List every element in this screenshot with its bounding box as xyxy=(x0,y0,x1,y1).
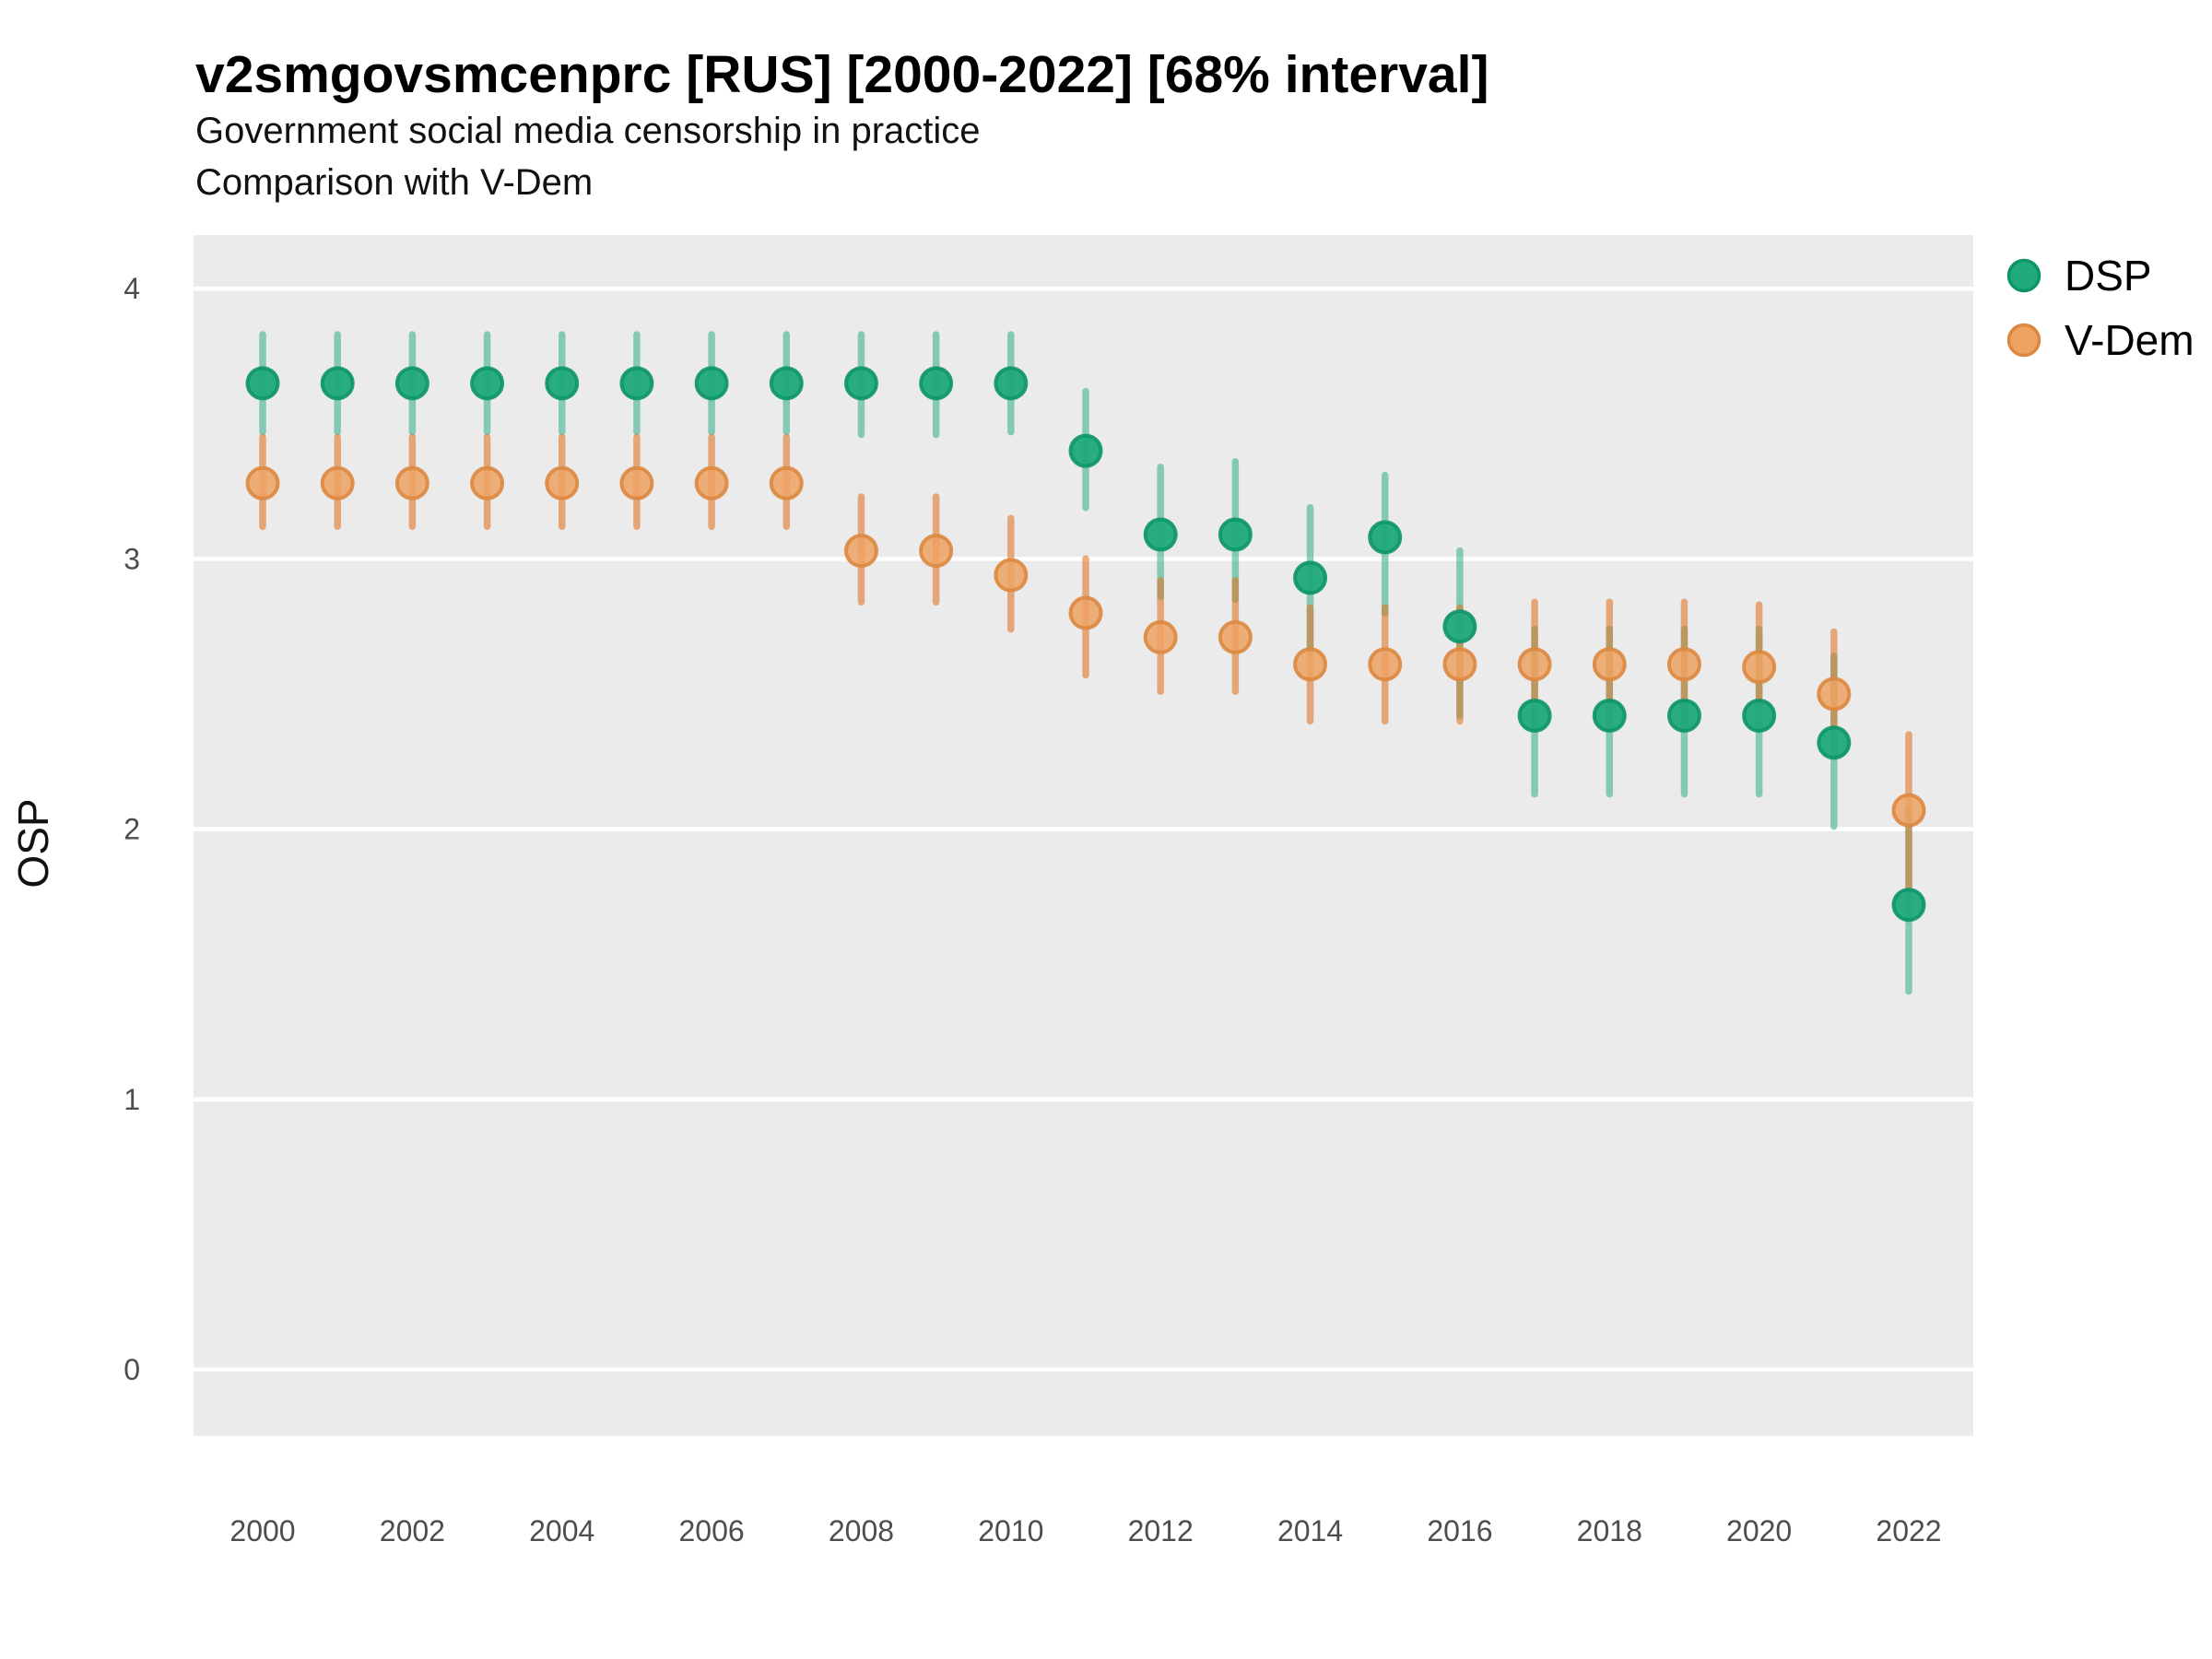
data-point-v-dem-2017 xyxy=(1517,647,1552,682)
data-point-v-dem-2007 xyxy=(769,465,804,500)
data-point-dsp-2021 xyxy=(1817,725,1852,760)
data-point-dsp-2009 xyxy=(919,366,954,401)
data-point-dsp-2013 xyxy=(1218,517,1253,552)
x-tick-label: 2020 xyxy=(1726,1514,1792,1547)
data-point-v-dem-2003 xyxy=(470,465,505,500)
data-point-v-dem-2000 xyxy=(245,465,280,500)
data-point-dsp-2022 xyxy=(1891,888,1926,923)
data-point-v-dem-2010 xyxy=(994,558,1029,593)
data-point-dsp-2015 xyxy=(1368,520,1403,555)
data-point-v-dem-2011 xyxy=(1068,595,1103,630)
data-point-dsp-2019 xyxy=(1666,698,1701,733)
data-point-v-dem-2021 xyxy=(1817,677,1852,712)
x-tick-label: 2014 xyxy=(1277,1514,1343,1547)
data-point-dsp-2011 xyxy=(1068,433,1103,468)
data-point-dsp-2012 xyxy=(1143,517,1178,552)
x-axis-tick-labels: 2000 2002 2004 2006 2008 2010 2012 2014 2016 2018… xyxy=(229,1514,1941,1547)
data-point-v-dem-2005 xyxy=(619,465,654,500)
legend: DSP V-Dem xyxy=(2006,252,2194,364)
x-tick-label: 2006 xyxy=(678,1514,744,1547)
x-tick-label: 2012 xyxy=(1128,1514,1194,1547)
data-point-v-dem-2013 xyxy=(1218,619,1253,654)
x-tick-label: 2016 xyxy=(1427,1514,1492,1547)
x-tick-label: 2018 xyxy=(1577,1514,1642,1547)
y-axis-tick-labels: 0 1 2 3 4 xyxy=(124,272,140,1386)
legend-key-dsp-icon xyxy=(2006,258,2041,293)
data-point-dsp-2005 xyxy=(619,366,654,401)
data-point-dsp-2008 xyxy=(843,366,878,401)
data-point-dsp-2010 xyxy=(994,366,1029,401)
data-point-dsp-2004 xyxy=(545,366,580,401)
data-point-v-dem-2004 xyxy=(545,465,580,500)
gridlines xyxy=(194,286,1973,1372)
data-point-v-dem-2022 xyxy=(1891,793,1926,828)
y-axis-label: OSP xyxy=(9,798,57,888)
data-point-v-dem-2019 xyxy=(1666,647,1701,682)
data-point-v-dem-2006 xyxy=(694,465,729,500)
legend-label-dsp: DSP xyxy=(2065,252,2152,300)
x-tick-label: 2008 xyxy=(829,1514,894,1547)
y-tick-label: 1 xyxy=(124,1083,140,1116)
data-point-v-dem-2014 xyxy=(1293,647,1328,682)
data-point-v-dem-2020 xyxy=(1742,650,1777,685)
data-point-dsp-2001 xyxy=(320,366,355,401)
legend-label-vdem: V-Dem xyxy=(2065,316,2194,364)
x-tick-label: 2022 xyxy=(1876,1514,1941,1547)
x-tick-label: 2004 xyxy=(529,1514,594,1547)
data-point-dsp-2016 xyxy=(1442,609,1477,644)
data-point-dsp-2020 xyxy=(1742,698,1777,733)
y-tick-label: 0 xyxy=(124,1353,140,1386)
data-point-dsp-2014 xyxy=(1293,560,1328,595)
data-point-dsp-2002 xyxy=(394,366,429,401)
data-point-v-dem-2009 xyxy=(919,534,954,569)
data-point-dsp-2003 xyxy=(470,366,505,401)
data-point-dsp-2006 xyxy=(694,366,729,401)
chart-marks xyxy=(245,331,1926,995)
data-point-dsp-2007 xyxy=(769,366,804,401)
data-point-v-dem-2016 xyxy=(1442,647,1477,682)
y-tick-label: 4 xyxy=(124,272,140,305)
chart-subtitle-line1: Government social media censorship in pr… xyxy=(195,111,981,151)
data-point-v-dem-2008 xyxy=(843,534,878,569)
data-point-v-dem-2002 xyxy=(394,465,429,500)
chart-title: v2smgovsmcenprc [RUS] [2000-2022] [68% i… xyxy=(195,45,1488,104)
y-tick-label: 2 xyxy=(124,813,140,846)
data-point-dsp-2018 xyxy=(1592,698,1627,733)
data-point-dsp-2000 xyxy=(245,366,280,401)
x-tick-label: 2000 xyxy=(229,1514,295,1547)
y-tick-label: 3 xyxy=(124,542,140,575)
x-tick-label: 2002 xyxy=(380,1514,445,1547)
data-point-v-dem-2015 xyxy=(1368,647,1403,682)
data-point-v-dem-2001 xyxy=(320,465,355,500)
legend-key-vdem-icon xyxy=(2006,323,2041,358)
chart-subtitle-line2: Comparison with V-Dem xyxy=(195,162,593,203)
x-tick-label: 2010 xyxy=(978,1514,1043,1547)
data-point-dsp-2017 xyxy=(1517,698,1552,733)
data-point-v-dem-2012 xyxy=(1143,619,1178,654)
data-point-v-dem-2018 xyxy=(1592,647,1627,682)
